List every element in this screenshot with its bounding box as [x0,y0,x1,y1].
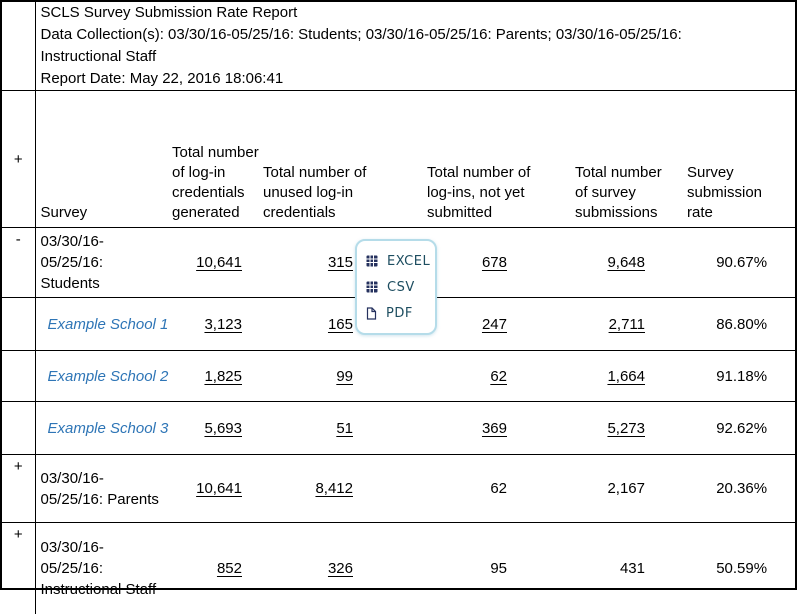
export-excel-label: EXCEL [387,254,430,269]
value-cell: 95 [372,523,527,614]
drilldown-link: 1,825 [167,351,259,402]
drilldown-link: 3,123 [167,298,259,351]
export-pdf-label: PDF [386,306,413,321]
row-expand-cell [2,402,35,455]
column-header-survey-submissions: Total number of survey submissions [527,91,663,228]
value-cell: 2,167 [527,455,663,523]
export-csv-label: CSV [387,280,415,295]
drilldown-link: 10,641 [167,228,259,298]
report-title-block: SCLS Survey Submission Rate Report Data … [35,2,795,91]
drilldown-link: 5,273 [527,402,663,455]
drilldown-link: 5,693 [167,402,259,455]
header-spacer-cell [2,2,35,91]
export-excel-button[interactable]: EXCEL [366,248,431,274]
drilldown-link: 2,711 [527,298,663,351]
school-link[interactable]: Example School 1 [41,316,169,333]
drilldown-link: 9,648 [527,228,663,298]
excel-grid-icon [366,255,378,267]
table-row-school-2: Example School 2 1,825 99 62 1,664 91.18… [2,351,795,402]
column-header-row: + Survey Total number of log-in credenti… [2,91,795,228]
expand-all-toggle[interactable]: + [2,91,35,228]
export-csv-button[interactable]: CSV [366,274,431,300]
export-pdf-button[interactable]: PDF [366,300,431,326]
school-link-cell: Example School 2 [35,351,167,402]
export-menu: EXCEL CSV PDF [355,239,437,335]
pdf-file-icon [366,307,377,320]
survey-name: 03/30/16-05/25/16: Instructional Staff [35,523,167,614]
rate-value: 90.67% [663,228,795,298]
value-cell: 62 [372,455,527,523]
report-date: Report Date: May 22, 2016 18:06:41 [41,68,766,90]
column-header-unused-credentials: Total number of unused log-in credential… [259,91,372,228]
rate-value: 20.36% [663,455,795,523]
column-header-submission-rate: Survey submission rate [663,91,795,228]
value-cell: 431 [527,523,663,614]
table-row-school-3: Example School 3 5,693 51 369 5,273 92.6… [2,402,795,455]
drilldown-link: 326 [259,523,372,614]
column-header-logins-not-submitted: Total number of log-ins, not yet submitt… [372,91,527,228]
school-link[interactable]: Example School 2 [41,368,169,385]
column-header-survey: Survey [35,91,167,228]
drilldown-link: 369 [372,402,527,455]
school-link-cell: Example School 3 [35,402,167,455]
school-link-cell: Example School 1 [35,298,167,351]
table-row-instructional-staff: + 03/30/16-05/25/16: Instructional Staff… [2,523,795,614]
rate-value: 92.62% [663,402,795,455]
report-data-collections: Data Collection(s): 03/30/16-05/25/16: S… [41,24,766,68]
drilldown-link: 99 [259,351,372,402]
school-link[interactable]: Example School 3 [41,420,169,437]
drilldown-link: 8,412 [259,455,372,523]
survey-name: 03/30/16-05/25/16: Parents [35,455,167,523]
report-header-row: SCLS Survey Submission Rate Report Data … [2,2,795,91]
rate-value: 50.59% [663,523,795,614]
drilldown-link: 10,641 [167,455,259,523]
row-expand-toggle[interactable]: + [2,455,35,523]
drilldown-link: 51 [259,402,372,455]
row-expand-cell [2,351,35,402]
column-header-credentials-generated: Total number of log-in credentials gener… [167,91,259,228]
row-collapse-toggle[interactable]: - [2,228,35,298]
rate-value: 86.80% [663,298,795,351]
survey-name: 03/30/16-05/25/16: Students [35,228,167,298]
drilldown-link: 852 [167,523,259,614]
row-expand-toggle[interactable]: + [2,523,35,614]
table-row-parents: + 03/30/16-05/25/16: Parents 10,641 8,41… [2,455,795,523]
report-title: SCLS Survey Submission Rate Report [41,2,766,24]
row-expand-cell [2,298,35,351]
rate-value: 91.18% [663,351,795,402]
drilldown-link: 1,664 [527,351,663,402]
drilldown-link: 62 [372,351,527,402]
csv-grid-icon [366,281,378,293]
